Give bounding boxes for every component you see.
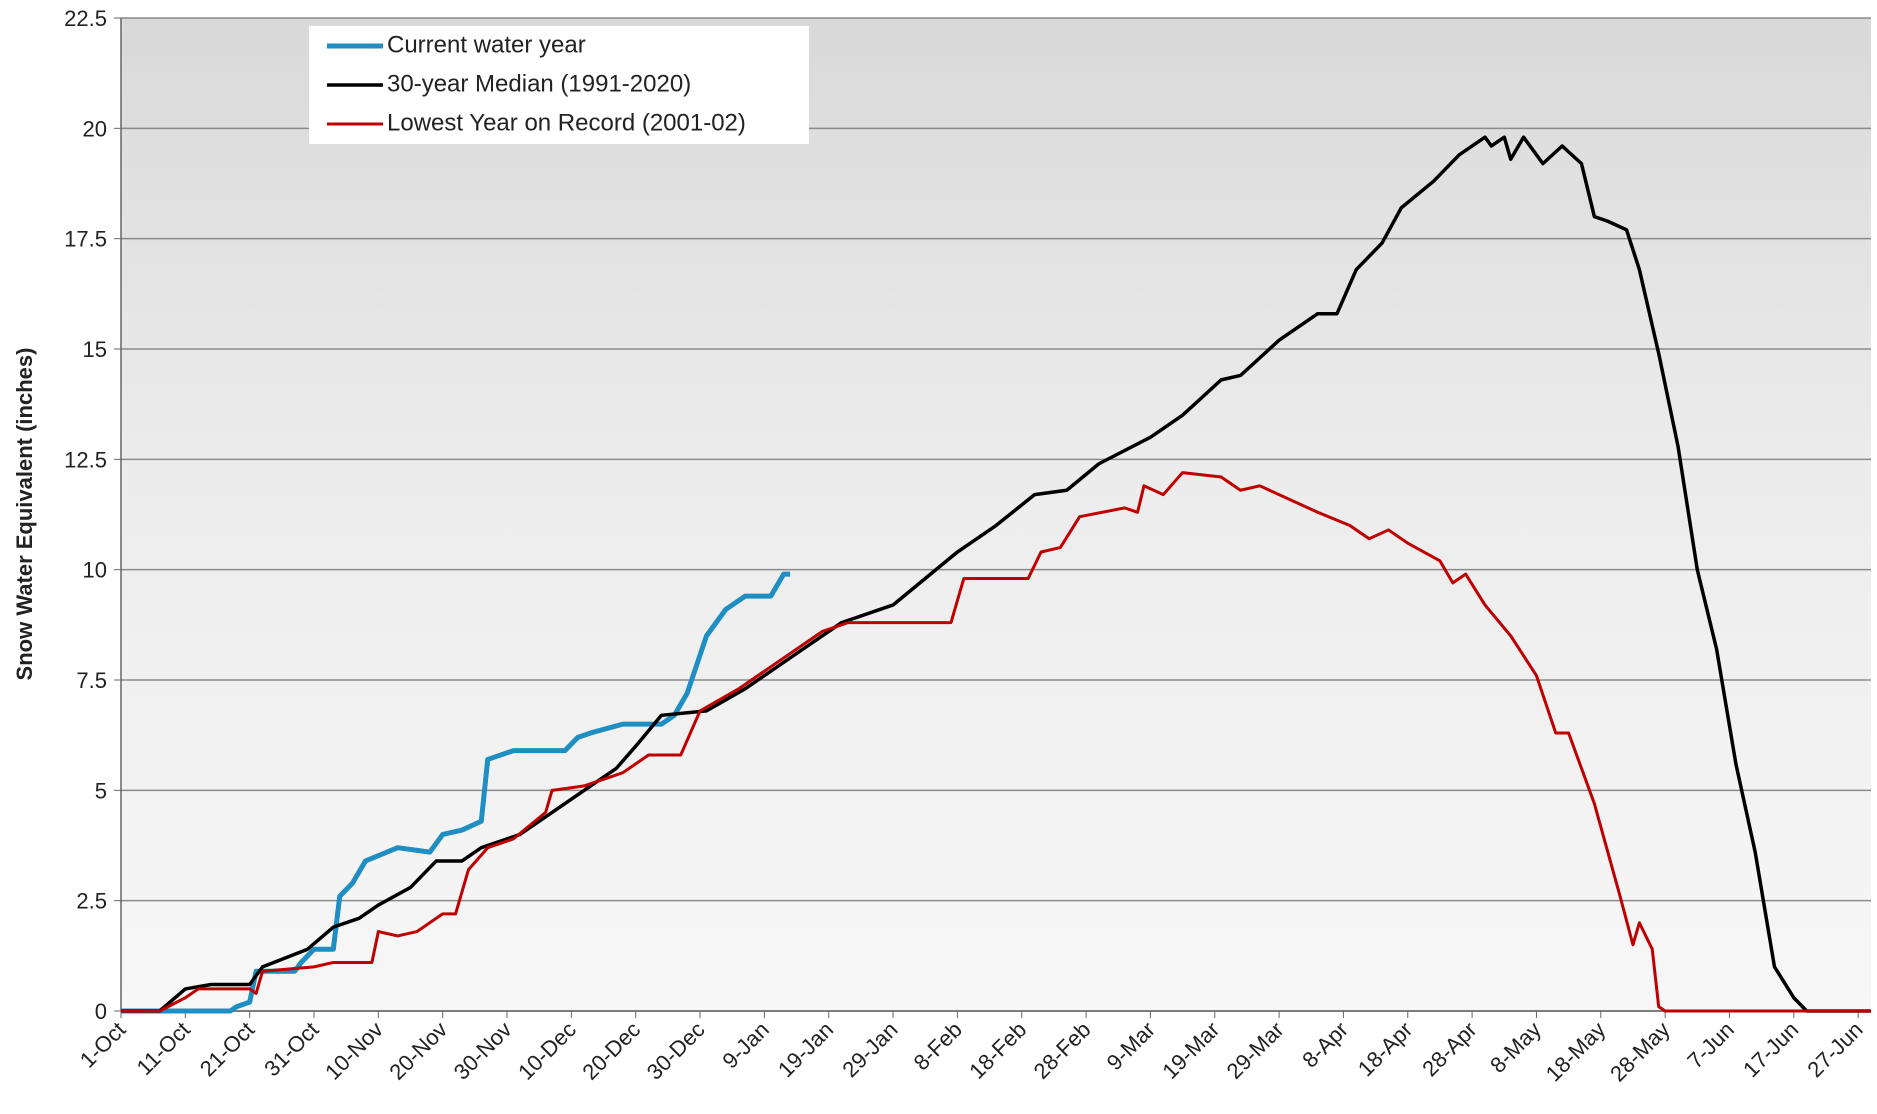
y-tick-label: 22.5 bbox=[64, 6, 107, 31]
series-line bbox=[121, 135, 1871, 1013]
legend-label: 30-year Median (1991-2020) bbox=[387, 70, 691, 97]
legend-label: Current water year bbox=[387, 31, 586, 58]
y-tick-label: 5 bbox=[95, 778, 107, 803]
series-line bbox=[121, 471, 1871, 1013]
y-tick-label: 10 bbox=[83, 558, 107, 583]
y-tick-label: 15 bbox=[83, 337, 107, 362]
legend-label: Lowest Year on Record (2001-02) bbox=[387, 109, 746, 136]
y-tick-label: 17.5 bbox=[64, 227, 107, 252]
legend-box bbox=[309, 26, 809, 144]
y-tick-label: 7.5 bbox=[76, 668, 107, 693]
y-tick-label: 0 bbox=[95, 999, 107, 1024]
y-axis-title: Snow Water Equivalent (inches) bbox=[12, 348, 37, 681]
y-tick-label: 20 bbox=[83, 116, 107, 141]
y-tick-label: 12.5 bbox=[64, 447, 107, 472]
plot-background bbox=[121, 18, 1871, 1011]
y-tick-label: 2.5 bbox=[76, 889, 107, 914]
